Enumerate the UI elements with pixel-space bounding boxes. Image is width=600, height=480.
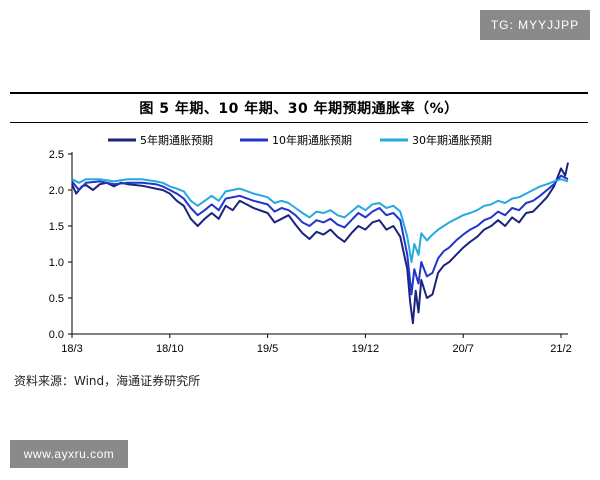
y-tick-label: 1.5 <box>49 221 64 233</box>
y-tick-label: 2.0 <box>49 185 64 197</box>
legend-label: 10年期通胀预期 <box>272 133 352 147</box>
x-tick-label: 19/12 <box>352 343 380 355</box>
x-tick-label: 21/2 <box>550 343 571 355</box>
series-line-2 <box>71 174 569 296</box>
y-tick-label: 2.5 <box>49 149 64 161</box>
chart-title: 图 5 年期、10 年期、30 年期预期通胀率（%） <box>10 92 588 123</box>
y-tick-label: 0.0 <box>49 329 64 341</box>
source-note: 资料来源：Wind，海通证券研究所 <box>14 374 201 388</box>
line-chart: 5年期通胀预期 10年期通胀预期 30年期通胀预期 0.0 0.5 1.0 1.5 2.0 2.… <box>49 133 572 355</box>
legend-label: 5年期通胀预期 <box>140 133 213 147</box>
x-tick-label: 18/3 <box>61 343 82 355</box>
x-tick-label: 18/10 <box>156 343 184 355</box>
series-line-3 <box>71 178 569 263</box>
y-tick-label: 0.5 <box>49 293 64 305</box>
watermark-top: TG: MYYJJPP <box>480 10 590 40</box>
x-tick-label: 20/7 <box>453 343 474 355</box>
series-line-1 <box>71 162 569 325</box>
legend-label: 30年期通胀预期 <box>412 133 492 147</box>
x-tick-label: 19/5 <box>257 343 278 355</box>
watermark-bottom: www.ayxru.com <box>10 440 128 468</box>
y-tick-label: 1.0 <box>49 257 64 269</box>
